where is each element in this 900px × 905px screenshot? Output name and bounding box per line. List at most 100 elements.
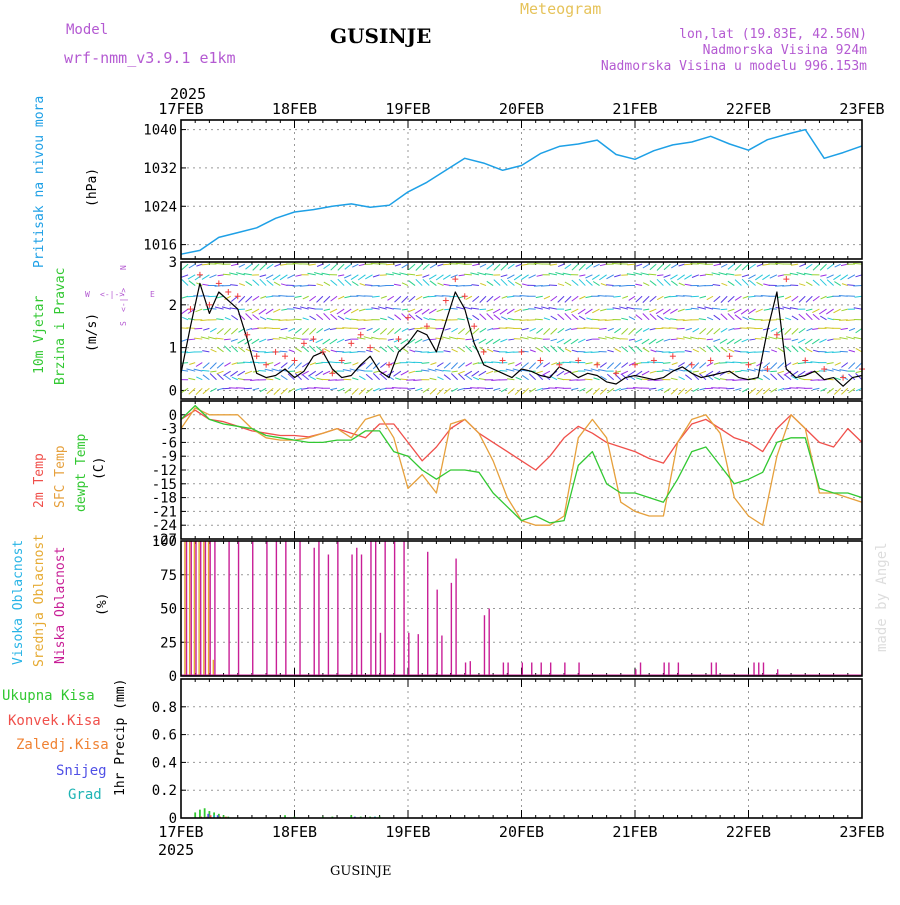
wind-barb (600, 363, 606, 368)
wind-barb (742, 388, 748, 392)
gust-marker (783, 276, 789, 282)
wind-barb (614, 363, 620, 369)
wind-barb (856, 363, 862, 369)
wind-barb (585, 363, 592, 364)
wind-barb (741, 370, 749, 371)
wind-barb (345, 339, 351, 341)
wind-barb (295, 275, 301, 276)
wind-barb (827, 388, 833, 393)
wind-barb (614, 373, 620, 379)
wind-barb (224, 339, 231, 340)
wind-barb (664, 388, 670, 392)
wind-barb (796, 388, 805, 389)
gust-marker (348, 340, 354, 346)
wind-barb (820, 264, 826, 270)
wind-barb (486, 339, 493, 344)
wind-barb (763, 363, 769, 368)
wind-barb (366, 363, 372, 369)
wind-barb (231, 346, 237, 352)
wind-barb (578, 309, 585, 314)
legend-hail: Grad (68, 787, 102, 803)
wind-barb (408, 388, 415, 389)
model-name: wrf-nmm_v3.9.1 e1km (64, 49, 236, 67)
wind-barb (650, 314, 656, 320)
wind-barb (338, 316, 344, 320)
wind-barb (591, 352, 600, 353)
wind-barb (246, 296, 252, 302)
wind-barb (351, 309, 358, 313)
wind-barb (500, 309, 507, 314)
wind-barb (253, 264, 259, 270)
wind-barb (507, 275, 514, 279)
wind-barb (478, 363, 486, 364)
wind-barb (657, 279, 663, 285)
wind-barb (409, 264, 415, 270)
wind-barb (572, 264, 578, 270)
wind-barb (324, 309, 330, 310)
wind-barb (849, 328, 855, 330)
wind-barb (250, 362, 259, 363)
wind-barb (437, 309, 444, 312)
wind-barb (295, 348, 301, 352)
wind-barb (437, 377, 443, 380)
wind-barb (684, 275, 691, 279)
wind-barb (807, 328, 813, 330)
wind-barb (806, 309, 812, 311)
wind-barb (741, 309, 748, 314)
wind-barb (669, 328, 678, 329)
wind-barb (486, 371, 493, 374)
wind-barb (216, 319, 223, 320)
wind-barb (735, 371, 741, 372)
wind-barb (664, 275, 671, 278)
dewpt-line (181, 406, 862, 523)
x-tick-label-top: 20FEB (499, 100, 544, 118)
wind-barb (338, 264, 344, 270)
wind-barb (649, 274, 657, 275)
wind-barb (685, 388, 691, 393)
wind-barb (345, 264, 351, 269)
wind-barb (373, 373, 379, 379)
wind-barb (700, 363, 706, 368)
wind-axis-title-2: Brzina i Pravac (53, 268, 68, 385)
gust-marker (443, 298, 449, 304)
wind-barb (785, 296, 791, 299)
wind-barb (685, 309, 691, 310)
wind-barb (743, 317, 749, 320)
wind-barb (380, 318, 387, 320)
y-tick-label: 1 (169, 341, 177, 357)
wind-barb (664, 339, 671, 341)
wind-barb (182, 296, 188, 298)
y-tick-label: 3 (169, 255, 177, 271)
wind-barb (210, 275, 217, 278)
wind-barb (472, 264, 479, 266)
wind-barb (203, 375, 209, 380)
wind-barb (359, 388, 365, 394)
wind-barb (529, 374, 535, 380)
wind-barb (536, 348, 542, 352)
wind-barb (473, 363, 479, 365)
wind-barb (253, 388, 259, 390)
wind-barb (735, 280, 741, 286)
wind-barb (671, 388, 677, 394)
wind-barb (395, 328, 401, 333)
wind-barb (352, 388, 358, 394)
wind-barb (650, 264, 656, 270)
wind-barb (351, 319, 359, 320)
wind-barb (834, 282, 840, 286)
wind-barb (245, 309, 252, 311)
wind-barb (436, 275, 443, 280)
wind-barb (211, 349, 217, 352)
wind-barb (430, 378, 437, 379)
wind-barb (536, 363, 542, 369)
wind-barb (245, 371, 252, 374)
wind-barb (258, 371, 266, 372)
wind-barb (522, 388, 528, 394)
wind-barb (643, 309, 649, 310)
wind-barb (472, 371, 479, 376)
wind-barb (832, 352, 841, 353)
wind-barb (260, 296, 266, 298)
wind-barb (408, 309, 415, 312)
wind-barb (338, 279, 344, 285)
wind-barb (763, 375, 769, 379)
wind-barb (840, 338, 848, 340)
